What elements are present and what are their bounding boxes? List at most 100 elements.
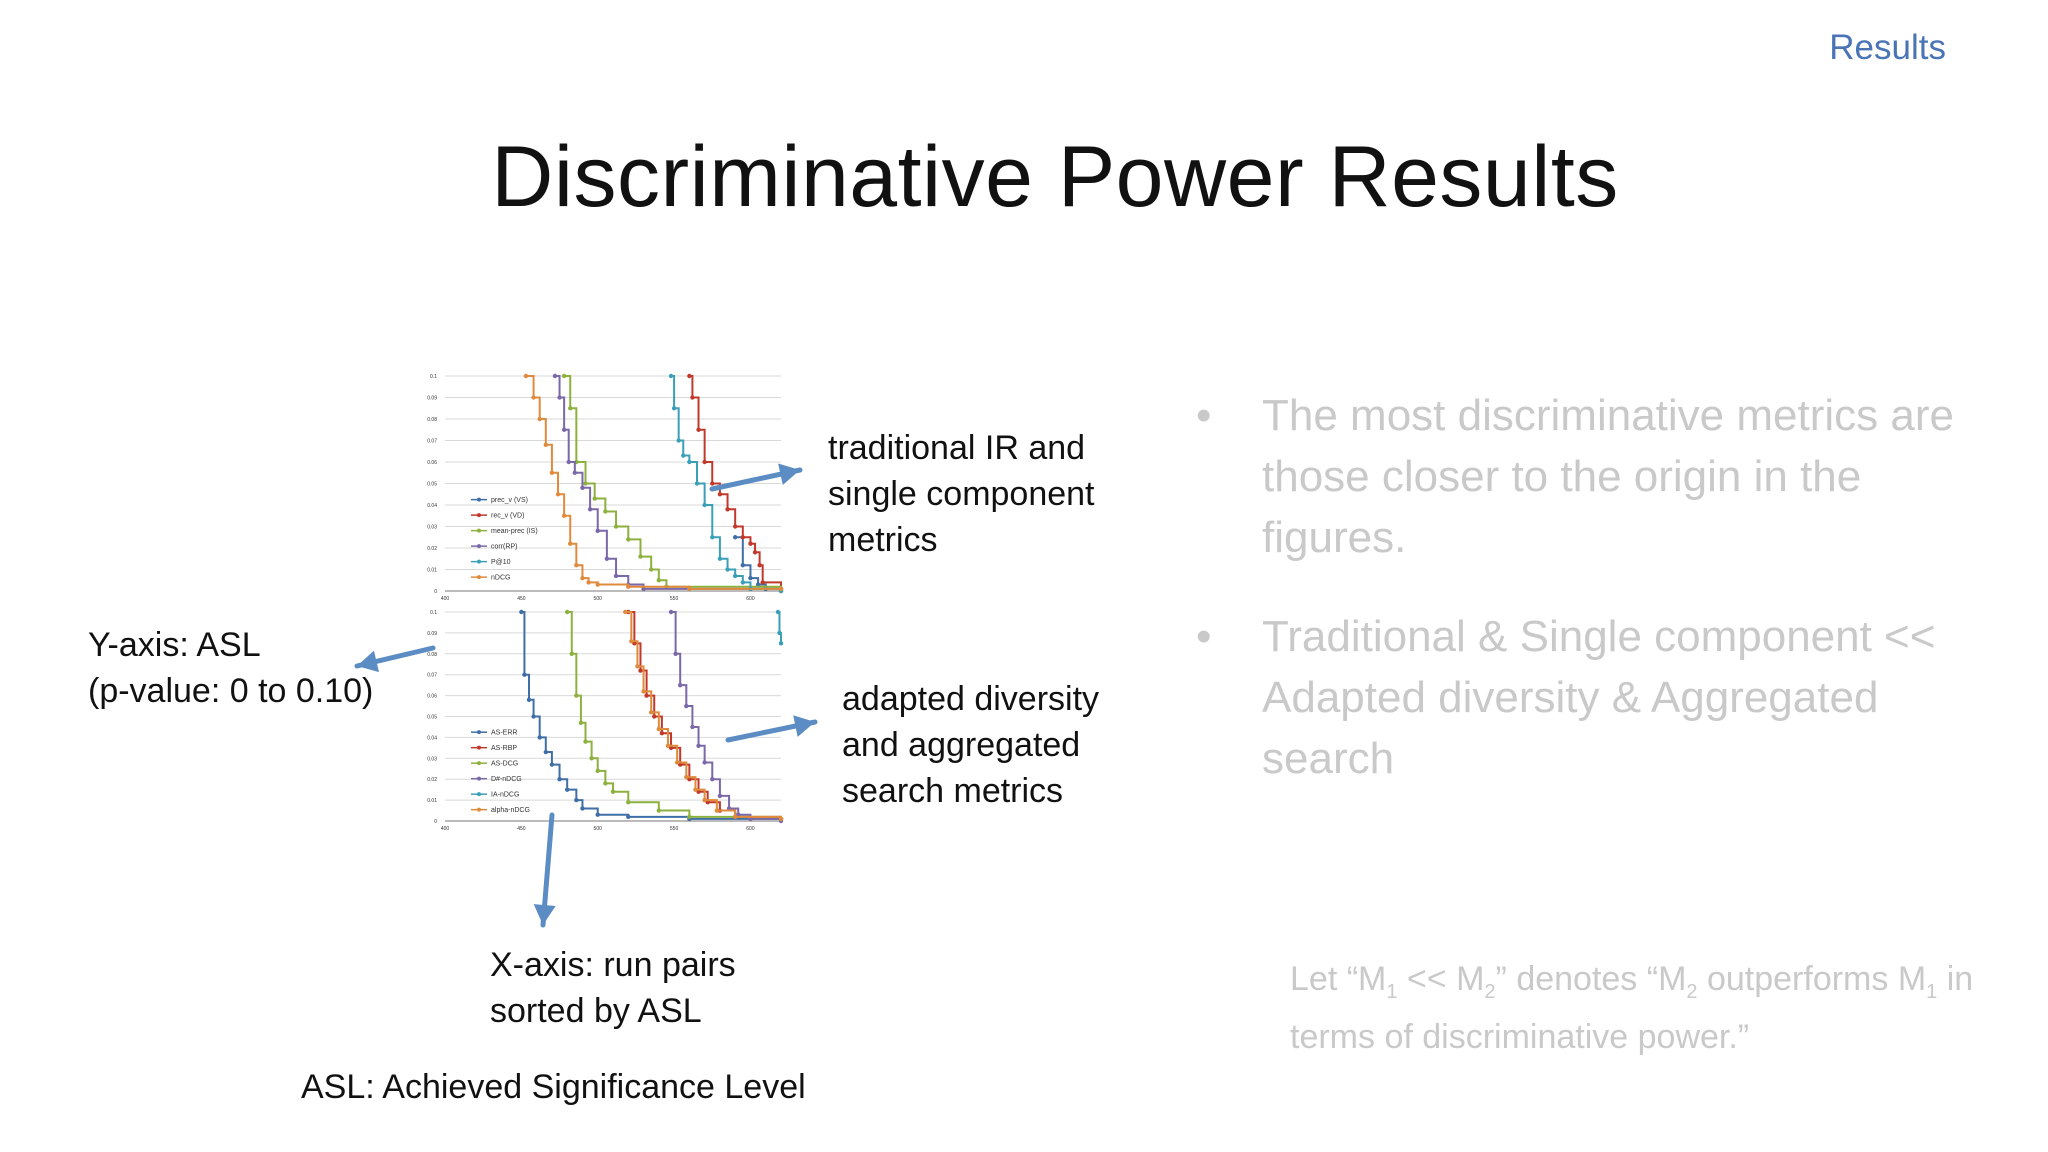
data-point xyxy=(566,459,571,465)
data-point xyxy=(543,749,548,755)
data-point xyxy=(656,726,662,732)
data-point xyxy=(604,556,610,561)
legend-marker xyxy=(477,807,481,812)
data-point xyxy=(690,395,695,400)
y-tick-label: 0.06 xyxy=(427,460,437,466)
x-tick-label: 400 xyxy=(441,596,450,602)
data-point xyxy=(595,528,600,533)
legend-label: mean-prec (IS) xyxy=(491,528,538,535)
data-point xyxy=(676,438,681,443)
data-point xyxy=(656,578,662,583)
data-point xyxy=(681,453,686,458)
legend-marker xyxy=(477,730,481,735)
series-line xyxy=(628,611,782,819)
data-point xyxy=(702,502,707,508)
data-point xyxy=(595,768,600,774)
data-point xyxy=(740,563,746,568)
data-point xyxy=(531,714,536,719)
x-tick-label: 500 xyxy=(594,826,603,832)
series-line xyxy=(525,375,781,590)
data-point xyxy=(557,777,562,782)
data-point xyxy=(549,762,555,767)
data-point xyxy=(684,703,689,709)
data-point xyxy=(519,609,524,615)
data-point xyxy=(687,586,692,592)
legend-marker xyxy=(477,792,481,797)
x-tick-label: 600 xyxy=(746,596,755,602)
data-point xyxy=(603,781,608,786)
series-line xyxy=(777,611,782,644)
data-point xyxy=(561,513,567,518)
legend-marker xyxy=(477,575,481,580)
data-point xyxy=(652,714,657,719)
data-point xyxy=(592,496,597,501)
bullet-text: Traditional & Single component << Adapte… xyxy=(1262,612,1936,783)
legend-label: prec_v (VS) xyxy=(491,497,528,504)
callout-line: adapted diversity xyxy=(842,680,1100,718)
callout-line: X-axis: run pairs xyxy=(490,946,736,984)
x-tick-label: 550 xyxy=(670,826,679,832)
y-tick-label: 0.06 xyxy=(427,694,437,700)
data-point xyxy=(561,427,567,432)
data-point xyxy=(678,682,683,688)
data-point xyxy=(668,373,674,379)
data-point xyxy=(583,739,588,744)
x-tick-label: 400 xyxy=(441,826,450,832)
y-tick-label: 0.08 xyxy=(427,417,437,423)
data-point xyxy=(732,535,738,540)
data-point xyxy=(694,481,700,486)
data-point xyxy=(714,808,720,813)
data-point xyxy=(755,582,761,587)
legend-label: rec_v (VD) xyxy=(491,513,524,520)
legend-label: AS-RBP xyxy=(491,745,517,752)
data-point xyxy=(644,693,649,698)
legend-label: AS-ERR xyxy=(491,730,517,737)
data-point xyxy=(702,797,707,803)
data-point xyxy=(586,580,591,585)
y-tick-label: 0.02 xyxy=(427,777,437,783)
data-point xyxy=(522,672,527,677)
data-point xyxy=(740,580,746,585)
callout-line: single component xyxy=(828,475,1095,513)
bullet-dot-icon: • xyxy=(1196,391,1212,440)
footnote-text: in terms of discriminative power.” xyxy=(1290,960,1974,1056)
x-tick-label: 550 xyxy=(670,596,679,602)
y-tick-label: 0.1 xyxy=(430,610,437,616)
chart-diversity-metrics: 0 0.01 0.02 0.03 0.04 0.05 0.06 0.07 0.08 0.09 0.1… xyxy=(427,609,784,832)
data-point xyxy=(580,806,585,811)
data-point xyxy=(523,373,529,379)
data-point xyxy=(725,567,730,572)
data-point xyxy=(626,814,631,820)
data-point xyxy=(777,630,782,636)
legend-label: corr(RP) xyxy=(491,544,517,551)
data-point xyxy=(580,575,585,581)
legend-label: nDCG xyxy=(491,575,510,582)
data-point xyxy=(526,697,532,702)
bullet-item: • The most discriminative metrics are th… xyxy=(1196,385,1956,568)
data-point xyxy=(578,720,584,725)
data-point xyxy=(687,373,692,379)
x-tick-label: 450 xyxy=(517,826,526,832)
callout-line: sorted by ASL xyxy=(490,992,702,1030)
callout-line: (p-value: 0 to 0.10) xyxy=(88,672,374,710)
y-tick-label: 0.01 xyxy=(427,568,437,574)
bullet-item: • Traditional & Single component << Adap… xyxy=(1196,606,1956,789)
legend-label: D#-nDCG xyxy=(491,776,522,783)
data-point xyxy=(710,535,715,540)
data-point xyxy=(659,731,665,736)
data-point xyxy=(603,509,608,514)
data-point xyxy=(572,470,578,475)
series-line xyxy=(625,611,782,819)
data-point xyxy=(595,582,600,587)
data-point xyxy=(574,563,579,568)
data-point xyxy=(557,395,562,400)
data-point xyxy=(752,550,758,555)
data-point xyxy=(564,787,570,792)
legend-marker xyxy=(477,528,481,533)
data-point xyxy=(732,573,738,579)
footnote-subscript: 2 xyxy=(1484,980,1496,1003)
data-point xyxy=(629,639,634,644)
data-point xyxy=(656,808,662,813)
data-point xyxy=(531,395,536,400)
